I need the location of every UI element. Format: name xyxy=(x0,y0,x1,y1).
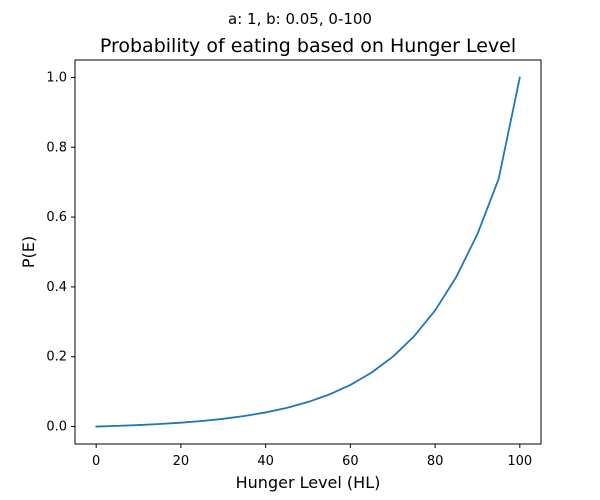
x-axis-label: Hunger Level (HL) xyxy=(236,473,381,492)
series-layer xyxy=(95,76,521,428)
x-tick-label: 60 xyxy=(342,454,359,469)
y-axis-ticks: 0.0 0.2 0.4 0.6 0.8 1.0 xyxy=(46,70,75,435)
y-axis-label: P(E) xyxy=(19,236,38,268)
x-axis-ticks: 0 20 40 60 80 100 xyxy=(92,444,532,469)
y-tick-label: 0.6 xyxy=(46,210,67,225)
x-tick-label: 40 xyxy=(257,454,274,469)
y-tick-label: 0.0 xyxy=(46,420,67,435)
x-tick-label: 0 xyxy=(92,454,100,469)
chart-title: Probability of eating based on Hunger Le… xyxy=(100,35,516,57)
x-tick-label: 80 xyxy=(427,454,444,469)
y-tick-label: 0.8 xyxy=(46,140,67,155)
x-tick-label: 20 xyxy=(173,454,190,469)
y-tick-label: 0.4 xyxy=(46,280,67,295)
x-tick-label: 100 xyxy=(507,454,532,469)
plot-area xyxy=(74,59,542,445)
figure-suptitle: a: 1, b: 0.05, 0-100 xyxy=(228,10,372,28)
series-line-0 xyxy=(95,76,521,428)
y-tick-label: 0.2 xyxy=(46,350,67,365)
y-tick-label: 1.0 xyxy=(46,70,67,85)
